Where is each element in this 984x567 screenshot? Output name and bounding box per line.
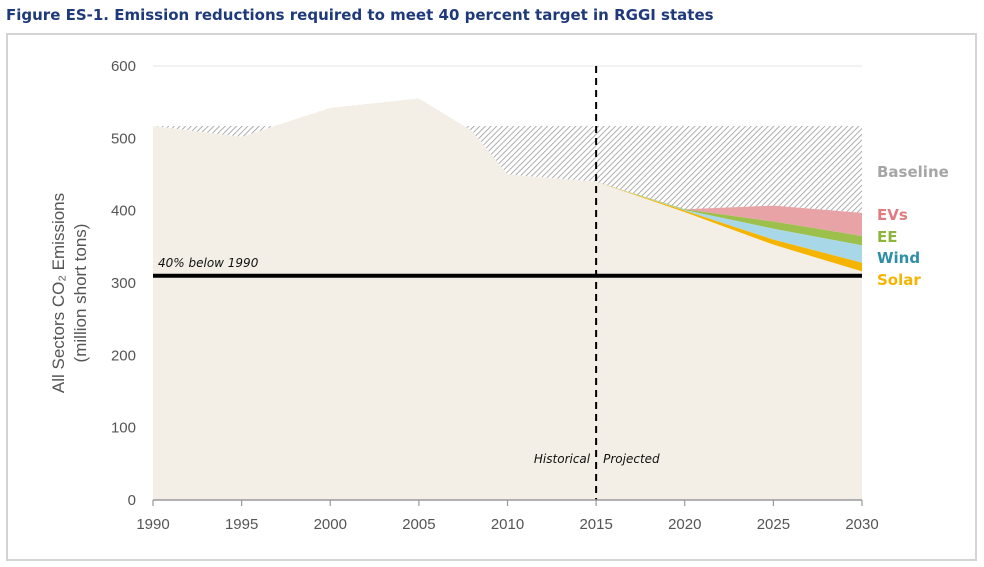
historical-label: Historical [534, 452, 591, 466]
target-label: 40% below 1990 [158, 256, 259, 270]
projected-label: Projected [603, 452, 660, 466]
y-tick-label: 200 [111, 347, 136, 364]
legend-wind: Wind [877, 249, 920, 267]
legend-solar: Solar [877, 271, 921, 289]
wind-band [596, 181, 862, 263]
figure-title: Figure ES-1. Emission reductions require… [6, 6, 714, 24]
line-layer [153, 66, 862, 500]
y-axis-label-units: (million short tons) [71, 224, 90, 363]
y-tick-label: 0 [128, 492, 136, 509]
legend-ee: EE [877, 228, 898, 246]
x-tick-label: 2025 [757, 516, 790, 533]
baseline-area [153, 98, 862, 213]
x-tick-label: 1995 [225, 516, 258, 533]
axes-layer [152, 499, 863, 506]
y-axis-label: All Sectors CO₂ Emissions [49, 193, 68, 393]
y-tick-label: 600 [111, 58, 136, 75]
emissions-area [153, 98, 862, 501]
x-tick-label: 2015 [579, 516, 612, 533]
y-tick-label: 100 [111, 420, 136, 437]
y-tick-label: 500 [111, 130, 136, 147]
area-layer [153, 98, 862, 501]
solar-band [596, 181, 862, 272]
x-tick-label: 2010 [491, 516, 524, 533]
x-tick-label: 2020 [668, 516, 701, 533]
x-tick-label: 2030 [845, 516, 878, 533]
y-tick-label: 400 [111, 203, 136, 220]
legend-baseline: Baseline [877, 163, 949, 181]
y-tick-label: 300 [111, 275, 136, 292]
text-layer: 40% below 1990 Historical Projected 1990 199… [49, 58, 949, 533]
x-tick-label: 1990 [136, 516, 169, 533]
ee-band [596, 181, 862, 246]
x-tick-label: 2005 [402, 516, 435, 533]
x-tick-label: 2000 [314, 516, 347, 533]
evs-band [596, 181, 862, 236]
legend-evs: EVs [877, 206, 908, 224]
